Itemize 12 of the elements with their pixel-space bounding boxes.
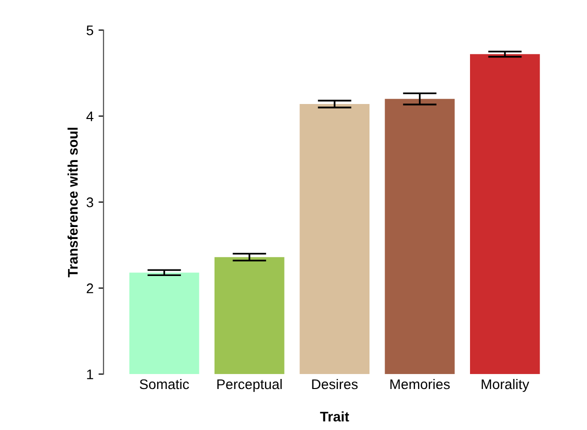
x-tick-label: Morality <box>482 378 530 392</box>
y-tick-label: 3 <box>86 197 94 208</box>
y-tick-label: 2 <box>86 283 94 294</box>
y-tick-label: 4 <box>86 112 94 122</box>
x-tick-label: Somatic <box>140 378 189 390</box>
x-tick-label: Perceptual <box>217 378 282 392</box>
y-axis-title: Transference with soul <box>68 128 78 278</box>
y-tick-label: 1 <box>87 370 94 380</box>
x-tick-label: Memories <box>390 378 450 390</box>
x-axis-title: Trait <box>320 411 350 422</box>
y-tick-label: 5 <box>86 26 94 36</box>
x-tick-label: Desires <box>312 378 358 390</box>
